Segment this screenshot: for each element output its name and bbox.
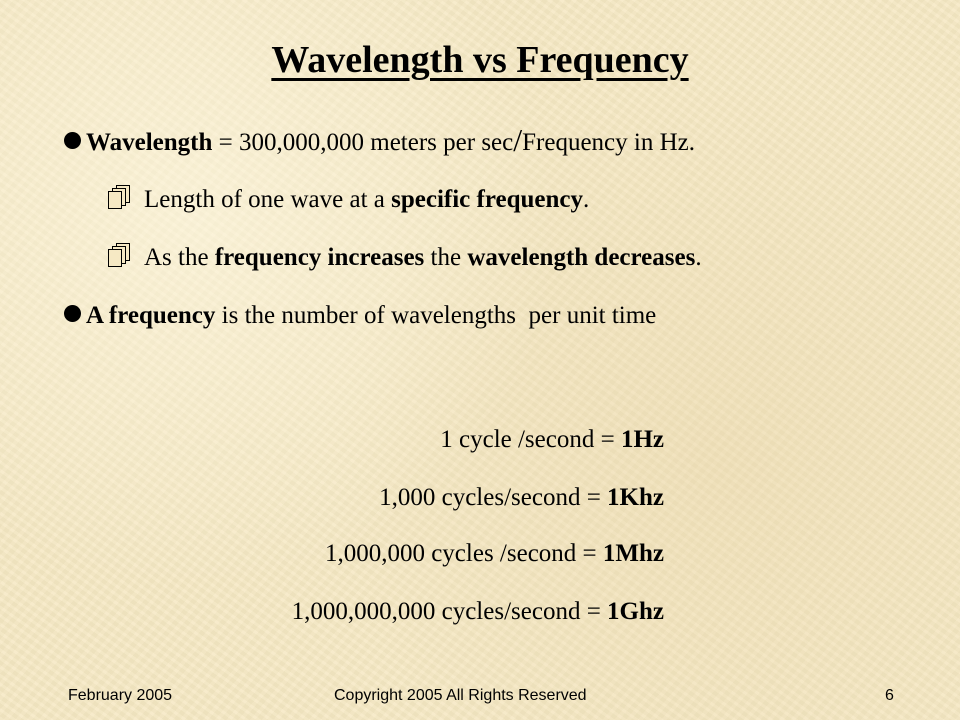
conversion-left: 1,000,000,000 cycles/second = (291, 598, 608, 625)
sub-bullet-freq-pre: As the (144, 244, 215, 271)
bullet-wavelength-formula-text: = 300,000,000 meters per sec (212, 129, 514, 156)
sub-bullet-length-post: . (582, 186, 590, 213)
sub-bullet-length-pre: Length of one wave at a (144, 186, 392, 213)
slide-title: Wavelength vs Frequency (0, 38, 960, 84)
sub-bullet-freq-bold1: frequency increases (214, 244, 425, 271)
conversion-unit: 1Mhz (602, 540, 664, 567)
conversion-left: 1 cycle /second = (440, 426, 621, 453)
sub-bullet-frequency-increases: As the frequency increases the wavelengt… (106, 242, 702, 274)
footer-page-number: 6 (885, 687, 894, 704)
stacked-pages-icon (106, 243, 132, 269)
conversion-row-hz: 1 cycle /second = 1Hz (440, 424, 664, 456)
bullet-dot-icon (64, 305, 81, 322)
sub-bullet-length-of-wave: Length of one wave at a specific frequen… (106, 184, 589, 216)
bullet-dot-icon (64, 132, 81, 149)
conversion-left: 1,000,000 cycles /second = (324, 540, 603, 567)
bullet-wavelength-formula: Wavelength = 300,000,000 meters per sec/… (64, 124, 695, 159)
conversion-unit: 1Khz (607, 484, 664, 511)
sub-bullet-freq-mid: the (424, 244, 468, 271)
conversion-row-mhz: 1,000,000 cycles /second = 1Mhz (325, 538, 664, 570)
conversion-row-khz: 1,000 cycles/second = 1Khz (379, 482, 664, 514)
bullet-wavelength-formula-tail: Frequency in Hz. (522, 129, 696, 156)
bullet-frequency-term: A frequency (86, 302, 216, 329)
bullet-wavelength-slash: / (513, 122, 523, 158)
footer-date: February 2005 (68, 687, 173, 704)
conversion-unit: 1Ghz (607, 598, 664, 625)
stacked-pages-icon (106, 185, 132, 211)
slide-title-text: Wavelength vs Frequency (271, 39, 689, 81)
footer-copyright: Copyright 2005 All Rights Reserved (334, 687, 587, 704)
conversion-row-ghz: 1,000,000,000 cycles/second = 1Ghz (292, 596, 664, 628)
bullet-frequency-text: is the number of wavelengths per unit ti… (215, 302, 657, 329)
conversion-left: 1,000 cycles/second = (379, 484, 608, 511)
sub-bullet-freq-post: . (695, 244, 702, 271)
conversion-unit: 1Hz (620, 426, 664, 453)
bullet-frequency-definition: A frequency is the number of wavelengths… (64, 300, 656, 332)
bullet-wavelength-term: Wavelength (86, 129, 213, 156)
sub-bullet-freq-bold2: wavelength decreases (467, 244, 696, 271)
sub-bullet-length-bold: specific frequency (391, 186, 583, 213)
